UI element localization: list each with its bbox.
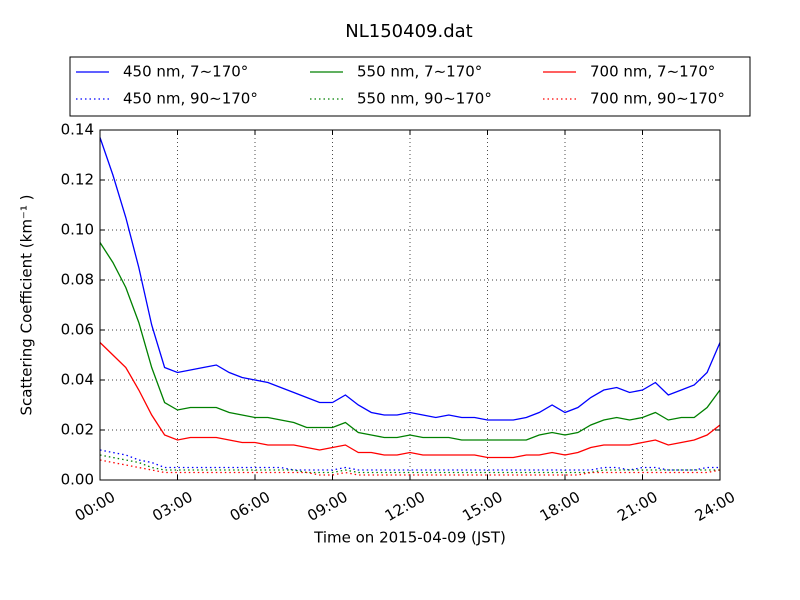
legend-label: 450 nm, 7∼170° — [123, 63, 248, 81]
y-tick-label: 0.02 — [61, 421, 94, 439]
legend-label: 450 nm, 90∼170° — [123, 90, 258, 108]
y-axis-label: Scattering Coefficient (km⁻¹ ) — [18, 195, 36, 416]
legend-label: 550 nm, 90∼170° — [357, 90, 492, 108]
legend-label: 700 nm, 90∼170° — [590, 90, 725, 108]
legend-label: 700 nm, 7∼170° — [590, 63, 715, 81]
legend-label: 550 nm, 7∼170° — [357, 63, 482, 81]
series-line — [99, 459, 721, 476]
legend-box — [69, 56, 751, 117]
y-tick-label: 0.14 — [61, 121, 94, 139]
y-tick-label: 0.08 — [61, 271, 94, 289]
y-tick-label: 0.00 — [61, 471, 94, 489]
y-tick-label: 0.06 — [61, 321, 94, 339]
series-line — [99, 137, 721, 421]
y-tick-label: 0.10 — [61, 221, 94, 239]
plot-frame — [99, 129, 721, 481]
chart-title: NL150409.dat — [345, 21, 472, 42]
series-line — [99, 342, 721, 459]
series-line — [99, 242, 721, 441]
y-tick-label: 0.12 — [61, 171, 94, 189]
y-tick-label: 0.04 — [61, 371, 94, 389]
x-axis-label: Time on 2015-04-09 (JST) — [313, 529, 506, 547]
